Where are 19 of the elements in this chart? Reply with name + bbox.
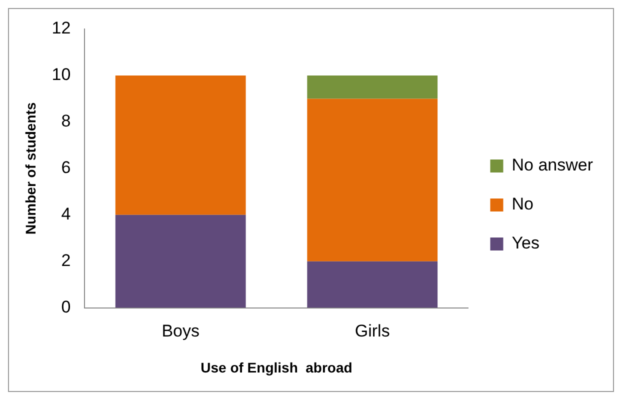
bar — [307, 75, 438, 99]
y-tick-label: 12 — [52, 18, 71, 38]
x-axis-title: Use of English abroad — [200, 359, 352, 376]
legend-label: No answer — [512, 156, 594, 175]
y-tick-label: 10 — [52, 65, 71, 84]
bar — [115, 214, 246, 308]
y-tick-label: 6 — [61, 158, 71, 178]
y-tick-label: 4 — [61, 204, 71, 224]
bar — [115, 75, 246, 215]
bar — [307, 98, 438, 262]
legend-label: Yes — [512, 234, 540, 253]
y-axis-title: Number of students — [22, 102, 38, 235]
bar — [307, 261, 438, 308]
legend-label: No — [512, 194, 534, 214]
y-tick-label: 8 — [61, 112, 71, 131]
x-tick-label: Girls — [354, 322, 390, 341]
y-tick-label: 2 — [61, 251, 71, 270]
x-tick-label: Boys — [162, 322, 200, 341]
y-tick-label: 0 — [61, 297, 71, 316]
